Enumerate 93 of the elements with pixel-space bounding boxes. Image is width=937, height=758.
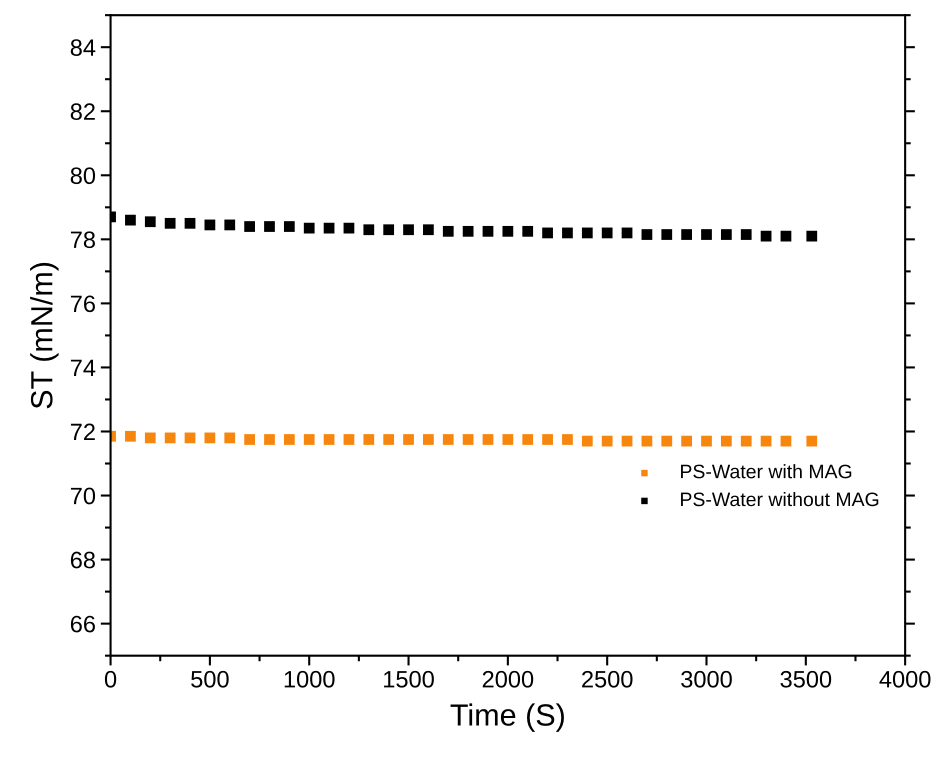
point	[522, 434, 534, 445]
point	[324, 222, 334, 234]
point	[622, 436, 632, 446]
point	[184, 218, 196, 229]
point	[720, 436, 732, 446]
x-tick-label: 4000	[879, 670, 930, 688]
point	[462, 226, 474, 237]
point	[344, 222, 354, 234]
point	[164, 218, 176, 229]
point	[562, 228, 573, 238]
point	[720, 229, 732, 240]
point	[324, 434, 334, 445]
point	[284, 434, 295, 445]
point	[482, 226, 494, 237]
y-tick-label: 68	[70, 552, 95, 568]
x-tick-label: 3500	[780, 670, 832, 688]
x-tick-label: 500	[191, 670, 229, 688]
point	[462, 434, 474, 445]
point	[224, 432, 236, 444]
y-tick-label: 82	[70, 103, 95, 120]
y-tick-label: 66	[70, 616, 95, 632]
point	[264, 221, 275, 232]
point	[423, 434, 434, 445]
point	[661, 229, 672, 240]
x-tick-label: 1500	[384, 670, 434, 688]
point	[363, 434, 374, 445]
point	[144, 432, 156, 444]
point	[164, 432, 176, 444]
point	[681, 436, 692, 446]
point	[760, 230, 772, 242]
point	[383, 224, 394, 236]
point	[204, 432, 216, 444]
y-tick-label: 84	[70, 39, 96, 56]
point	[423, 224, 434, 236]
y-axis-title: ST (mN/m)	[30, 262, 59, 408]
point	[562, 434, 573, 445]
point	[582, 228, 593, 238]
point	[740, 229, 752, 240]
y-tick-label: 70	[70, 488, 96, 504]
point	[642, 436, 652, 446]
point	[403, 224, 414, 236]
x-axis-title: Time (S)	[450, 703, 564, 732]
point	[661, 436, 672, 446]
point	[642, 229, 652, 240]
point	[740, 436, 752, 446]
point	[363, 224, 374, 236]
point	[204, 220, 216, 230]
point	[681, 229, 692, 240]
point	[780, 436, 792, 446]
point	[244, 434, 255, 445]
point	[502, 226, 514, 237]
y-tick-label: 74	[70, 360, 96, 376]
point	[542, 434, 553, 445]
point	[760, 436, 772, 446]
x-tick-label: 1000	[284, 670, 335, 688]
point	[125, 430, 136, 442]
x-tick-label: 0	[104, 670, 116, 688]
point	[224, 220, 236, 230]
y-tick-label: 80	[70, 167, 96, 184]
point	[806, 436, 818, 446]
point	[582, 436, 593, 446]
point	[144, 216, 156, 228]
point	[442, 434, 454, 445]
point	[806, 230, 818, 242]
point	[482, 434, 494, 445]
point	[264, 434, 275, 445]
point	[284, 221, 295, 232]
point	[542, 228, 553, 238]
point	[780, 230, 792, 242]
legend-label: PS-Water without MAG	[681, 492, 878, 506]
point	[502, 434, 514, 445]
point	[403, 434, 414, 445]
point	[522, 226, 534, 237]
point	[125, 214, 136, 226]
point	[701, 436, 712, 446]
x-tick-label: 2500	[582, 670, 633, 688]
x-tick-label: 3000	[681, 670, 732, 688]
point	[304, 222, 315, 234]
point	[304, 434, 315, 445]
point	[344, 434, 354, 445]
point	[184, 432, 196, 444]
x-tick-label: 2000	[482, 670, 534, 688]
point	[701, 229, 712, 240]
y-tick-label: 76	[70, 295, 95, 312]
legend-label: PS-Water with MAG	[681, 464, 852, 478]
point	[383, 434, 394, 445]
y-tick-label: 72	[70, 424, 95, 440]
point	[622, 228, 632, 238]
point	[442, 226, 454, 237]
point	[244, 221, 255, 232]
point	[602, 436, 613, 446]
y-tick-label: 78	[70, 231, 95, 248]
point	[602, 228, 613, 238]
